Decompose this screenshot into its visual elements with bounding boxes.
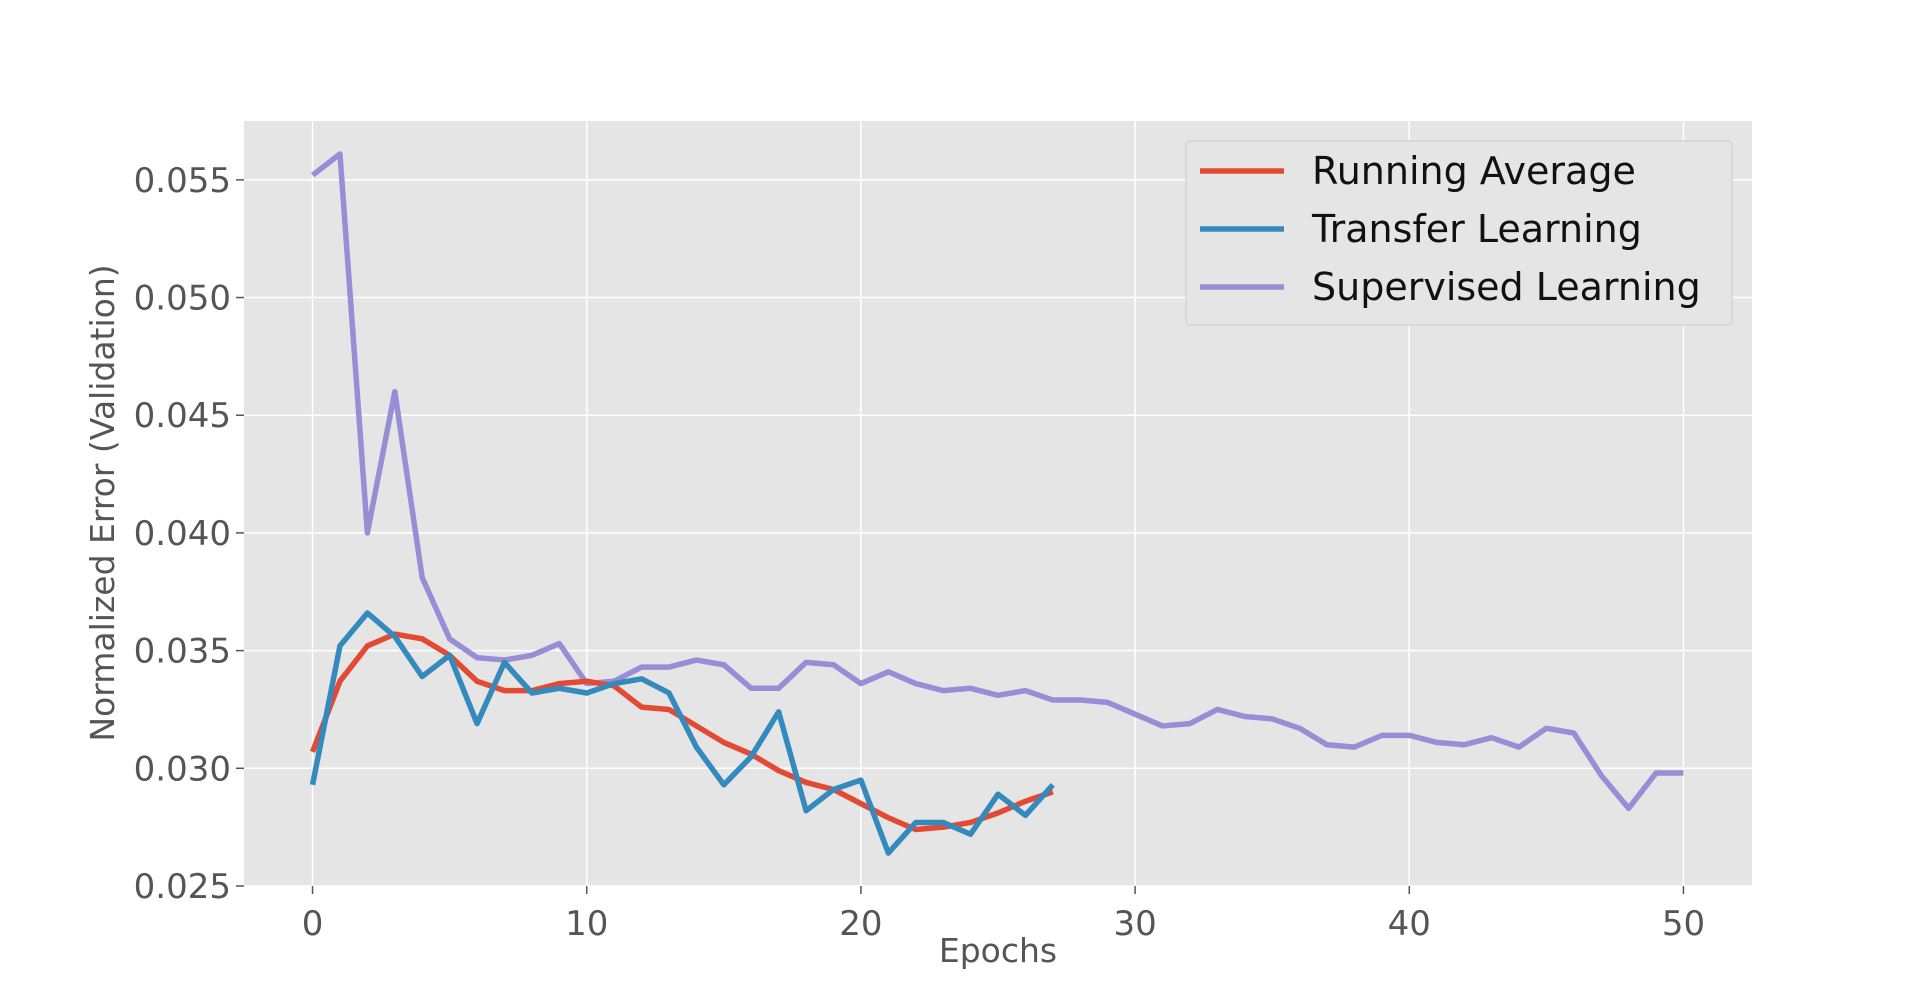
x-tick-label: 10 — [565, 904, 608, 944]
legend-box — [1185, 140, 1733, 326]
series-line-supervised-learning — [310, 151, 1684, 812]
x-tick-label: 40 — [1388, 904, 1431, 944]
x-axis-label: Epochs — [939, 931, 1057, 970]
y-tick-label: 0.055 — [134, 161, 231, 201]
y-tick-label: 0.050 — [134, 279, 231, 319]
data-series — [309, 151, 1684, 856]
x-tick-label: 20 — [839, 904, 882, 944]
legend-label-running-average: Running Average — [1312, 149, 1636, 193]
y-tick-label: 0.025 — [134, 867, 231, 907]
x-tick-label: 50 — [1662, 904, 1705, 944]
legend-label-transfer-learning: Transfer Learning — [1311, 207, 1642, 251]
y-axis-label: Normalized Error (Validation) — [83, 264, 122, 741]
legend-label-supervised-learning: Supervised Learning — [1312, 265, 1701, 309]
x-tick-label: 30 — [1113, 904, 1156, 944]
grid-lines — [244, 121, 1752, 887]
legend: Running Average Transfer Learning Supervis… — [1185, 140, 1733, 326]
x-tick-label: 0 — [302, 904, 324, 944]
y-tick-label: 0.040 — [134, 514, 231, 554]
series-line-transfer-learning — [309, 610, 1055, 856]
y-tick-label: 0.045 — [134, 396, 231, 436]
y-tick-label: 0.035 — [134, 632, 231, 672]
axis-ticks: 0 10 20 30 40 50 0.025 0.030 0.035 0.040 0.045 0.05… — [134, 161, 1705, 944]
y-tick-label: 0.030 — [134, 749, 231, 789]
